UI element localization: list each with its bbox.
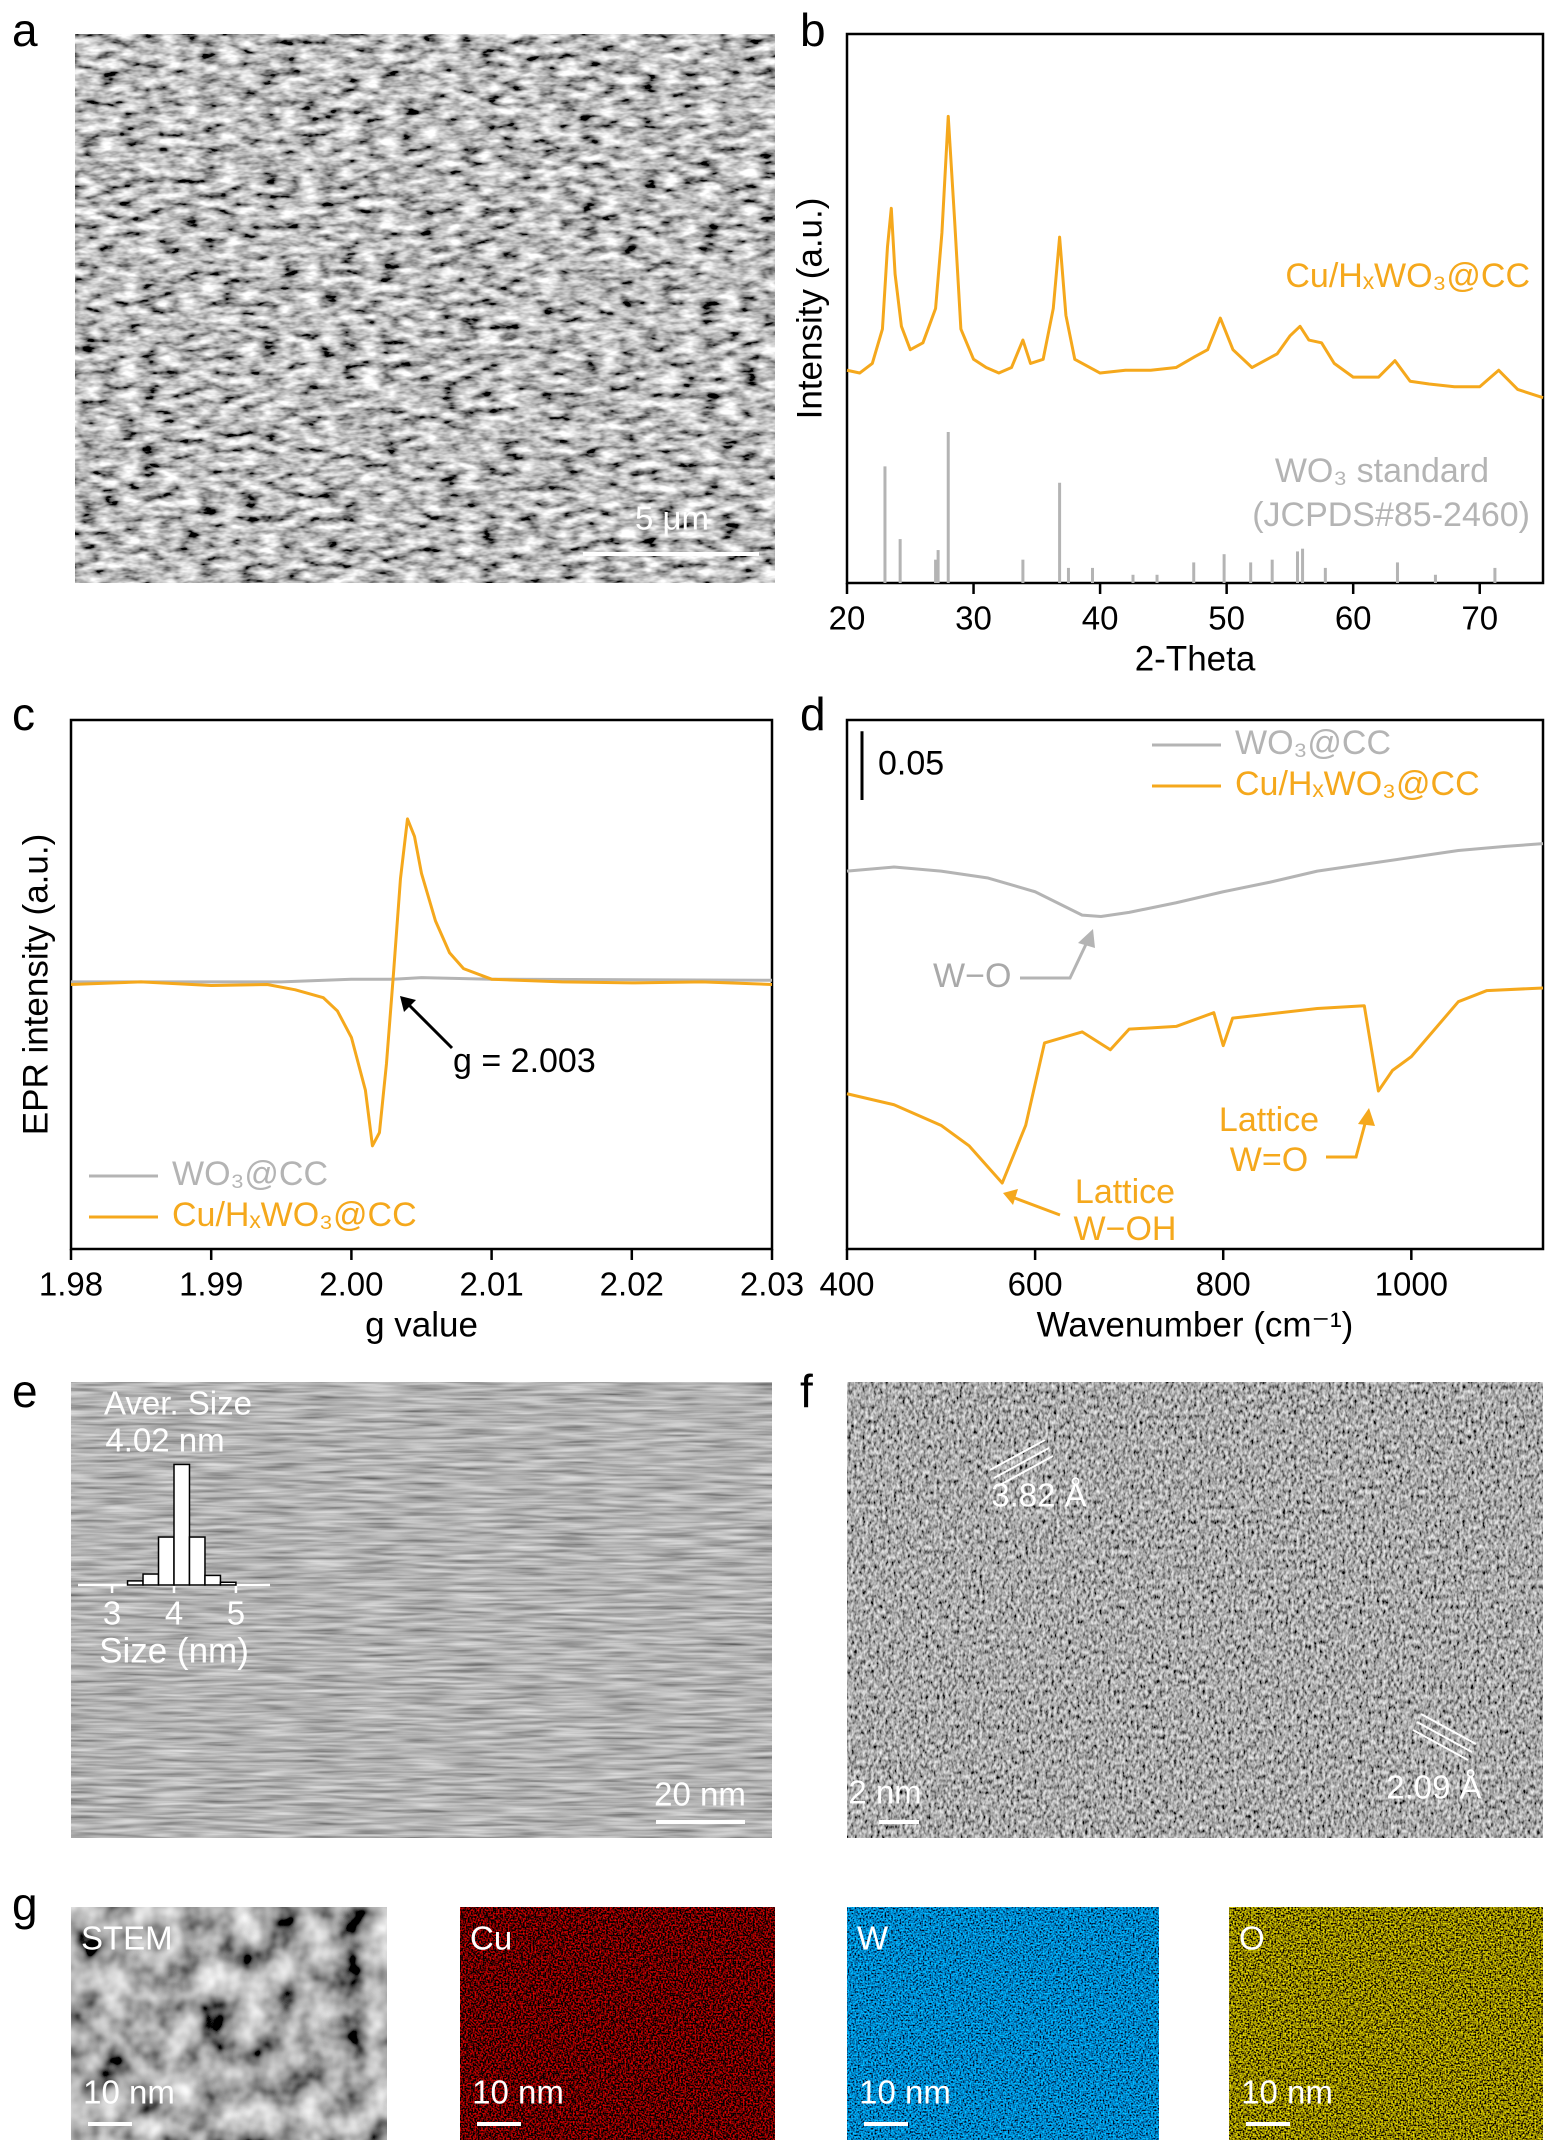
bar: [157, 1536, 175, 1586]
series-label: Cu/HₓWO₃@CC: [1285, 257, 1530, 295]
x-tick-label: 5: [227, 1595, 245, 1632]
x-axis-label: 2-Theta: [1135, 639, 1256, 678]
inset-title: Aver. Size: [104, 1385, 252, 1422]
sem-image: [75, 34, 775, 583]
series-line: [846, 986, 1544, 1185]
x-tick-label: 2.00: [319, 1266, 383, 1303]
panel-letter: d: [800, 688, 826, 740]
annotation: Lattice: [1075, 1173, 1175, 1211]
cu-map: [460, 1907, 775, 2140]
map-label: O: [1239, 1920, 1265, 1957]
x-tick-label: 20: [829, 600, 866, 637]
x-tick-label: 400: [819, 1266, 874, 1303]
hrtem-image: [847, 1382, 1543, 1838]
panel-letter: b: [800, 4, 826, 56]
tem-image: [71, 1382, 772, 1838]
annotation: W−O: [933, 957, 1011, 995]
scale-bar-label: 20 nm: [654, 1776, 746, 1813]
x-tick-label: 1.98: [39, 1266, 103, 1303]
y-axis-label: Intensity (a.u.): [790, 198, 829, 420]
annotation: (JCPDS#85-2460): [1252, 496, 1530, 534]
legend-label: Cu/HₓWO₃@CC: [1235, 765, 1480, 803]
x-tick-label: 1000: [1375, 1266, 1448, 1303]
scale-bar-label: 5 μm: [635, 500, 709, 537]
x-tick-label: 30: [955, 600, 992, 637]
x-tick-label: 1.99: [179, 1266, 243, 1303]
map-label: STEM: [81, 1920, 173, 1957]
legend-label: WO₃@CC: [1235, 724, 1391, 762]
map-label: W: [857, 1920, 889, 1957]
d-spacing-label: 2.09 Å: [1386, 1769, 1481, 1806]
x-tick-label: 50: [1208, 600, 1245, 637]
o-map: [1229, 1907, 1543, 2140]
legend-label: Cu/HₓWO₃@CC: [172, 1196, 417, 1234]
y-axis-label: EPR intensity (a.u.): [16, 834, 55, 1136]
scale-bar-label: 0.05: [878, 745, 944, 783]
annotation: Lattice: [1219, 1101, 1319, 1139]
x-tick-label: 60: [1335, 600, 1372, 637]
legend-label: WO₃@CC: [172, 1155, 328, 1193]
x-tick-label: 2.02: [600, 1266, 664, 1303]
panel-letter: c: [12, 688, 35, 740]
stem-image: [71, 1907, 387, 2140]
x-axis-label: g value: [365, 1305, 478, 1344]
x-tick-label: 4: [165, 1595, 183, 1632]
panel-letter: e: [12, 1365, 38, 1417]
scale-bar-label: 10 nm: [859, 2074, 951, 2111]
series-line: [846, 114, 1544, 400]
bar: [204, 1574, 222, 1586]
x-axis-label: Wavenumber (cm⁻¹): [1037, 1305, 1354, 1344]
arrows: [400, 929, 1375, 1217]
series-line: [70, 817, 773, 1148]
x-tick-label: 800: [1196, 1266, 1251, 1303]
x-tick-label: 3: [103, 1595, 121, 1632]
x-tick-label: 2.03: [740, 1266, 804, 1303]
x-tick-label: 40: [1082, 600, 1119, 637]
scale-bar-label: 10 nm: [83, 2074, 175, 2111]
charts: 20 30 40 50 60 70 2-Theta Intensity (a.u.) (JCPD…: [16, 32, 1545, 1670]
annotation: g = 2.003: [453, 1042, 596, 1080]
plot-frame: [845, 718, 1545, 1251]
inset-subtitle: 4.02 nm: [105, 1422, 224, 1459]
map-label: Cu: [470, 1920, 512, 1957]
panel-letter: g: [12, 1878, 38, 1930]
series-label: WO₃ standard: [1275, 452, 1489, 490]
bar: [219, 1581, 237, 1586]
bar: [142, 1573, 160, 1586]
scale-bar-label: 2 nm: [848, 1774, 921, 1811]
scale-bar-label: 10 nm: [1241, 2074, 1333, 2111]
annotation: W−OH: [1074, 1210, 1177, 1248]
x-tick-label: 600: [1008, 1266, 1063, 1303]
series-line: [846, 842, 1544, 918]
scale-bar-label: 10 nm: [472, 2074, 564, 2111]
panel-letter: f: [800, 1365, 813, 1417]
map-labels: STEM 10 nm Cu 10 nm W 10 nm O 10 nm: [81, 1920, 1333, 2126]
bar: [188, 1536, 206, 1586]
annotation: W=O: [1230, 1141, 1308, 1179]
panel-letter: a: [12, 4, 38, 56]
w-map: [847, 1907, 1159, 2140]
x-tick-label: 70: [1461, 600, 1498, 637]
d-spacing-label: 3.82 Å: [991, 1477, 1086, 1514]
bar: [173, 1463, 191, 1586]
x-tick-label: 2.01: [459, 1266, 523, 1303]
bar: [126, 1580, 144, 1586]
lattice-marker: [989, 1439, 1477, 1761]
x-axis-label: Size (nm): [99, 1631, 249, 1670]
